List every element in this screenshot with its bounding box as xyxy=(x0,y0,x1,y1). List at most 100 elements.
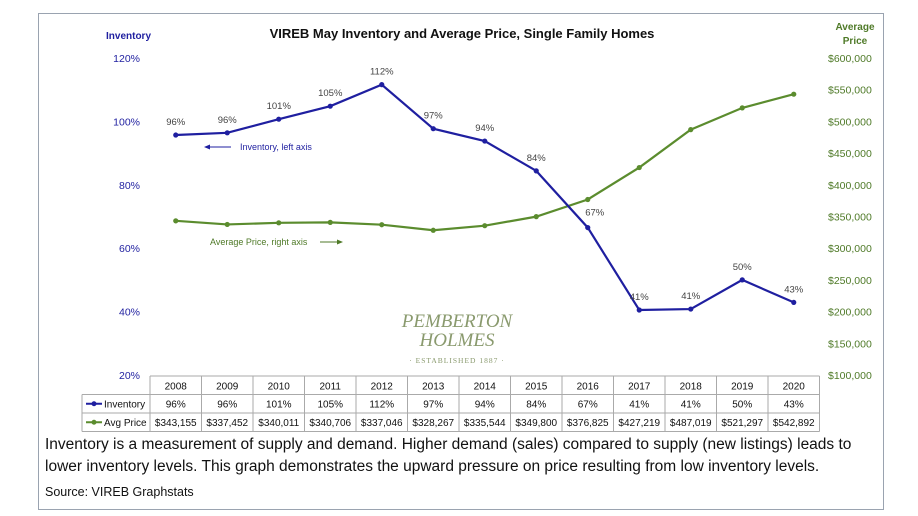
right-axis-ticks: $100,000 $150,000 $200,000 $250,000 $300,000… xyxy=(828,53,872,382)
table-value-cell: $376,825 xyxy=(567,418,609,429)
table-year-cell: 2011 xyxy=(319,382,341,393)
inventory-point xyxy=(636,307,642,313)
inventory-point xyxy=(430,126,436,132)
table-value-cell: 41% xyxy=(629,399,649,410)
table-value-cell: 97% xyxy=(423,399,443,410)
table-year-cell: 2009 xyxy=(216,382,239,393)
table-year-cell: 2012 xyxy=(371,382,394,393)
table-value-cell: $340,011 xyxy=(258,418,299,429)
right-tick-label: $100,000 xyxy=(828,370,872,382)
inventory-data-label: 50% xyxy=(733,262,753,273)
table-value-cell: $328,267 xyxy=(412,418,454,429)
left-tick-label: 120% xyxy=(113,53,140,65)
inventory-data-label: 101% xyxy=(267,101,292,112)
right-axis-label-line1: Average xyxy=(835,22,875,33)
table-year-cell: 2017 xyxy=(628,382,651,393)
right-tick-label: $600,000 xyxy=(828,53,872,65)
inventory-point xyxy=(276,116,282,122)
table-value-cell: $521,297 xyxy=(721,418,763,429)
table-value-cell: $343,155 xyxy=(155,418,197,429)
table-value-cell: $335,544 xyxy=(464,418,506,429)
inventory-data-label: 41% xyxy=(630,292,650,303)
table-series-name: Avg Price xyxy=(104,418,147,429)
right-tick-label: $400,000 xyxy=(828,180,872,192)
inventory-point xyxy=(585,224,591,231)
table-value-cell: $337,452 xyxy=(206,418,248,429)
left-axis-label: Inventory xyxy=(106,31,151,42)
inventory-point xyxy=(379,82,385,88)
inventory-data-label: 41% xyxy=(681,291,701,302)
right-tick-label: $500,000 xyxy=(828,116,872,128)
annotation-inventory: Inventory, left axis xyxy=(204,142,312,152)
data-table: 2008 2009 2010 2011 2012 2013 2014 2015 2016 2017… xyxy=(81,375,820,432)
table-value-cell: $340,706 xyxy=(309,418,351,429)
inventory-point xyxy=(173,132,179,138)
table-year-cell: 2015 xyxy=(525,382,548,393)
table-value-cell: 96% xyxy=(217,399,237,410)
right-tick-label: $150,000 xyxy=(828,338,872,350)
left-tick-label: 20% xyxy=(119,370,140,382)
table-legend-key-point xyxy=(91,419,97,425)
avg-price-point xyxy=(276,220,282,226)
table-legend-key-point xyxy=(91,401,97,407)
avg-price-point xyxy=(791,91,797,97)
right-tick-label: $200,000 xyxy=(828,307,872,319)
right-tick-label: $250,000 xyxy=(828,275,872,287)
table-year-cell: 2016 xyxy=(577,382,600,393)
chart-title: VIREB May Inventory and Average Price, S… xyxy=(270,26,655,41)
table-value-cell: $337,046 xyxy=(361,418,403,429)
table-year-cell: 2008 xyxy=(165,382,188,393)
watermark-line1: PEMBERTON xyxy=(401,311,514,332)
avg-price-line xyxy=(175,93,795,232)
table-year-cell: 2018 xyxy=(680,382,703,393)
annotation-avg-price: Average Price, right axis xyxy=(210,237,343,247)
inventory-data-label: 96% xyxy=(218,115,238,126)
left-tick-label: 80% xyxy=(119,180,140,192)
inventory-data-label: 94% xyxy=(475,123,495,134)
left-axis-ticks: 20% 40% 60% 80% 100% 120% xyxy=(113,53,140,382)
table-value-cell: 41% xyxy=(681,399,701,410)
avg-price-point xyxy=(533,214,539,220)
chart-caption: Inventory is a measurement of supply and… xyxy=(45,436,852,475)
right-tick-label: $300,000 xyxy=(828,243,872,255)
table-value-cell: 67% xyxy=(578,399,598,410)
table-value-cell: $427,219 xyxy=(618,418,660,429)
right-axis-label-line2: Price xyxy=(843,36,868,47)
table-year-cell: 2020 xyxy=(783,382,806,393)
table-year-cell: 2010 xyxy=(268,382,291,393)
inventory-data-label: 97% xyxy=(424,111,444,122)
inventory-point xyxy=(327,103,333,109)
table-value-cell: 101% xyxy=(266,399,292,410)
table-value-cell: 94% xyxy=(475,399,495,410)
right-tick-label: $450,000 xyxy=(828,148,872,160)
chart-frame xyxy=(38,13,884,510)
inventory-data-label: 96% xyxy=(166,117,186,128)
table-value-cell: 96% xyxy=(166,399,186,410)
inventory-series: 96% 96% 101% 105% 112% 97% 94% 84% 67% 41% 41% 50% 4… xyxy=(166,67,804,313)
avg-price-point xyxy=(585,196,591,203)
left-tick-label: 60% xyxy=(119,243,140,255)
avg-price-series xyxy=(173,91,797,233)
inventory-point xyxy=(688,306,694,312)
pemberton-holmes-watermark: PEMBERTON HOLMES · ESTABLISHED 1887 · xyxy=(401,311,514,365)
inventory-point xyxy=(224,130,230,136)
inventory-point xyxy=(739,277,745,283)
table-value-cell: 112% xyxy=(369,399,394,410)
annotation-avg-price-text: Average Price, right axis xyxy=(210,237,308,247)
chart-source: Source: VIREB Graphstats xyxy=(45,485,194,499)
inventory-data-label: 67% xyxy=(585,208,605,219)
watermark-line2: HOLMES xyxy=(419,330,495,351)
inventory-point xyxy=(791,299,797,306)
inventory-data-label: 43% xyxy=(784,284,804,295)
inventory-data-label: 112% xyxy=(370,67,394,78)
avg-price-point xyxy=(224,221,230,228)
avg-price-point xyxy=(173,218,179,224)
table-value-cell: 43% xyxy=(784,399,804,410)
table-year-cell: 2014 xyxy=(474,382,497,393)
avg-price-point xyxy=(688,127,694,133)
avg-price-point xyxy=(327,219,333,225)
avg-price-point xyxy=(739,105,745,111)
table-year-cell: 2013 xyxy=(422,382,445,393)
watermark-line3: · ESTABLISHED 1887 · xyxy=(409,356,504,365)
